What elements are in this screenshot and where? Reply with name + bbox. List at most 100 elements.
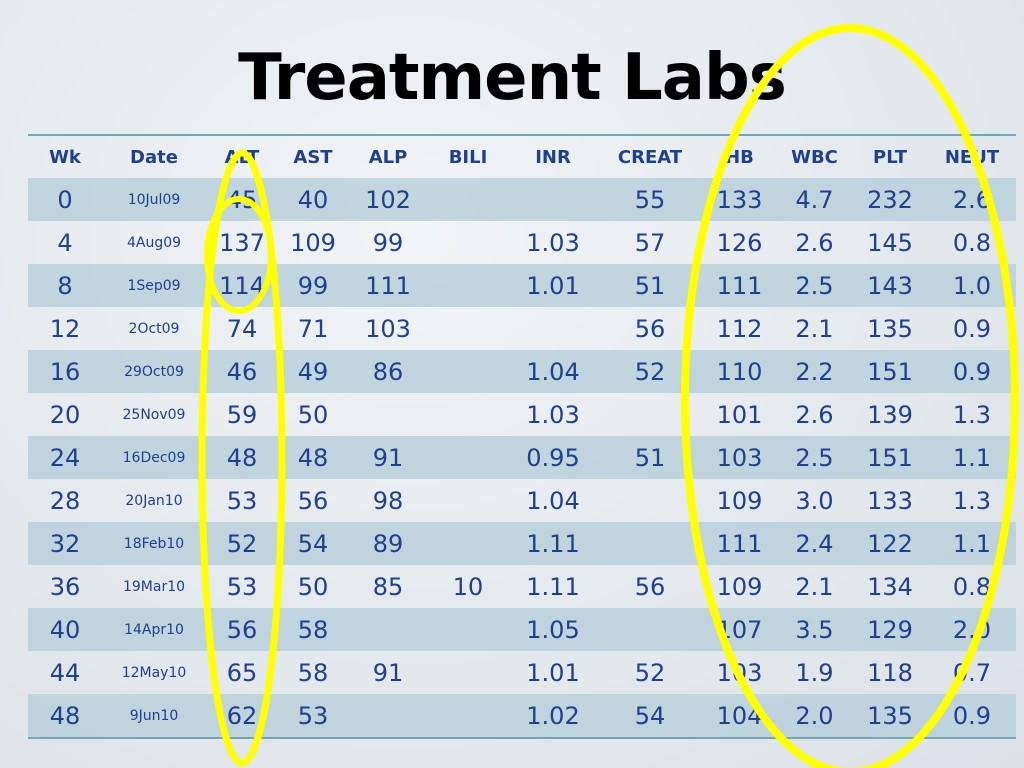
cell-wbc: 2.2 <box>795 357 834 386</box>
cell-creat: 54 <box>634 701 666 730</box>
cell-bili <box>428 178 508 221</box>
cell-alt: 114 <box>219 271 265 300</box>
cell-alt: 45 <box>226 185 258 214</box>
cell-date: 20Jan10 <box>125 492 183 509</box>
cell-bili <box>428 608 508 651</box>
cell-ast: 109 <box>290 228 336 257</box>
cell-creat <box>598 522 702 565</box>
cell-wk: 12 <box>49 314 81 343</box>
cell-hb: 111 <box>716 529 763 558</box>
cell-date: 1Sep09 <box>127 277 181 294</box>
cell-inr: 1.11 <box>526 529 580 558</box>
cell-alp: 111 <box>365 271 411 300</box>
header-wk: Wk <box>49 146 81 168</box>
cell-wbc: 3.5 <box>795 615 834 644</box>
table-row: 32 18Feb10 52 54 89 1.11 111 2.4 122 1.1 <box>28 522 1016 565</box>
cell-alp: 98 <box>372 486 404 515</box>
cell-creat <box>598 393 702 436</box>
cell-bili: 10 <box>452 572 484 601</box>
cell-alp <box>348 694 428 738</box>
cell-plt: 134 <box>867 572 913 601</box>
cell-neut: 0.9 <box>952 701 992 730</box>
cell-neut: 1.1 <box>952 443 992 472</box>
cell-bili <box>428 651 508 694</box>
cell-creat: 57 <box>634 228 666 257</box>
cell-ast: 48 <box>297 443 329 472</box>
cell-plt: 143 <box>867 271 913 300</box>
table-row: 16 29Oct09 46 49 86 1.04 52 110 2.2 151 0.9 <box>28 350 1016 393</box>
cell-plt: 232 <box>867 185 913 214</box>
cell-creat: 52 <box>634 658 666 687</box>
cell-alp: 91 <box>372 443 404 472</box>
cell-bili <box>428 264 508 307</box>
cell-creat: 56 <box>634 572 666 601</box>
cell-bili <box>428 393 508 436</box>
cell-alt: 137 <box>219 228 265 257</box>
cell-wbc: 4.7 <box>795 185 834 214</box>
cell-wk: 8 <box>57 271 73 300</box>
cell-creat: 51 <box>634 443 666 472</box>
cell-neut: 0.9 <box>952 357 992 386</box>
slide-title: Treatment Labs <box>238 41 787 115</box>
cell-alt: 53 <box>226 572 258 601</box>
cell-date: 14Apr10 <box>124 621 184 638</box>
cell-ast: 56 <box>297 486 329 515</box>
header-ast: AST <box>293 146 333 168</box>
cell-alp: 91 <box>372 658 404 687</box>
header-plt: PLT <box>873 146 907 168</box>
cell-inr: 1.11 <box>526 572 580 601</box>
cell-alp <box>348 608 428 651</box>
cell-wk: 44 <box>49 658 81 687</box>
cell-plt: 122 <box>867 529 913 558</box>
table-row: 8 1Sep09 114 99 111 1.01 51 111 2.5 143 1.0 <box>28 264 1016 307</box>
cell-date: 18Feb10 <box>123 535 185 552</box>
cell-hb: 110 <box>716 357 763 386</box>
cell-ast: 40 <box>297 185 329 214</box>
cell-inr: 1.01 <box>526 271 580 300</box>
cell-plt: 133 <box>867 486 913 515</box>
table-row: 28 20Jan10 53 56 98 1.04 109 3.0 133 1.3 <box>28 479 1016 522</box>
header-inr: INR <box>535 146 571 168</box>
cell-wk: 20 <box>49 400 81 429</box>
cell-neut: 1.3 <box>952 400 992 429</box>
cell-creat: 56 <box>634 314 666 343</box>
cell-date: 10Jul09 <box>127 191 181 208</box>
cell-wbc: 2.4 <box>795 529 834 558</box>
cell-neut: 1.3 <box>952 486 992 515</box>
cell-ast: 50 <box>297 572 329 601</box>
cell-ast: 49 <box>297 357 329 386</box>
cell-alp: 103 <box>365 314 411 343</box>
cell-hb: 107 <box>716 615 763 644</box>
header-wbc: WBC <box>791 146 838 168</box>
cell-inr: 1.02 <box>526 701 580 730</box>
cell-wbc: 2.6 <box>795 400 834 429</box>
cell-date: 4Aug09 <box>126 234 182 251</box>
cell-date: 2Oct09 <box>128 320 180 337</box>
header-alp: ALP <box>368 146 408 168</box>
cell-ast: 99 <box>297 271 329 300</box>
cell-wk: 40 <box>49 615 81 644</box>
cell-date: 29Oct09 <box>124 363 184 380</box>
cell-wbc: 2.5 <box>795 271 834 300</box>
cell-date: 16Dec09 <box>122 449 186 466</box>
lab-results-table: Wk Date ALT AST ALP BILI INR CREAT HB WB… <box>28 134 1016 739</box>
cell-neut: 0.8 <box>952 572 992 601</box>
cell-hb: 109 <box>716 486 763 515</box>
cell-alp: 99 <box>372 228 404 257</box>
cell-wk: 48 <box>49 701 81 730</box>
cell-alp: 89 <box>372 529 404 558</box>
cell-alt: 62 <box>226 701 258 730</box>
cell-ast: 58 <box>297 658 329 687</box>
cell-wbc: 2.6 <box>795 228 834 257</box>
table-body: 0 10Jul09 45 40 102 55 133 4.7 232 2.6 4 4Aug09 137 1… <box>28 178 1016 738</box>
cell-bili <box>428 436 508 479</box>
cell-alt: 53 <box>226 486 258 515</box>
table-row: 12 2Oct09 74 71 103 56 112 2.1 135 0.9 <box>28 307 1016 350</box>
cell-creat <box>598 479 702 522</box>
cell-inr <box>508 307 598 350</box>
header-alt: ALT <box>224 146 260 168</box>
cell-neut: 1.1 <box>952 529 992 558</box>
cell-wk: 28 <box>49 486 81 515</box>
cell-plt: 151 <box>867 357 913 386</box>
cell-hb: 126 <box>716 228 763 257</box>
